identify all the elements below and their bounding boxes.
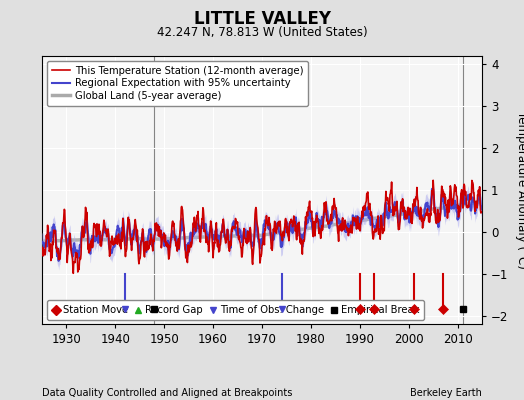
Legend: Station Move, Record Gap, Time of Obs. Change, Empirical Break: Station Move, Record Gap, Time of Obs. C… bbox=[47, 300, 424, 320]
Text: Data Quality Controlled and Aligned at Breakpoints: Data Quality Controlled and Aligned at B… bbox=[42, 388, 292, 398]
Y-axis label: Temperature Anomaly (°C): Temperature Anomaly (°C) bbox=[515, 111, 524, 269]
Text: 42.247 N, 78.813 W (United States): 42.247 N, 78.813 W (United States) bbox=[157, 26, 367, 39]
Text: Berkeley Earth: Berkeley Earth bbox=[410, 388, 482, 398]
Text: LITTLE VALLEY: LITTLE VALLEY bbox=[193, 10, 331, 28]
